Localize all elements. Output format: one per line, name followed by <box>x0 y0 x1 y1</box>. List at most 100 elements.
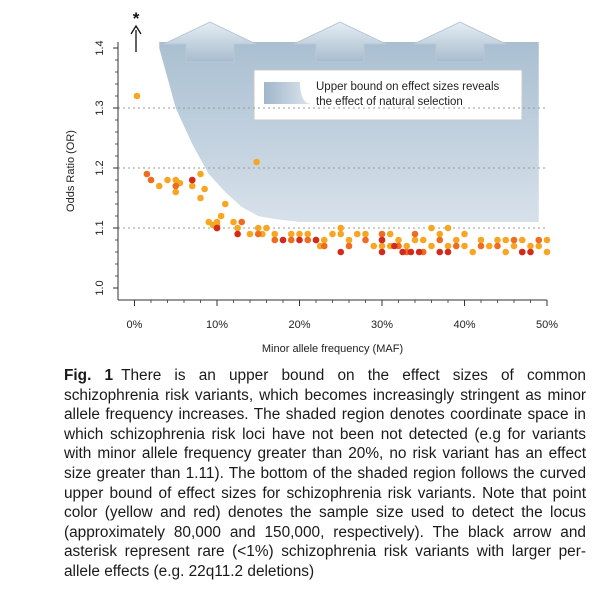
data-point-series-3 <box>337 248 345 256</box>
data-point-series-3 <box>444 248 452 256</box>
data-point-series-1 <box>253 158 260 166</box>
rare-variant-asterisk: * <box>133 9 140 28</box>
data-point-series-1 <box>428 242 435 250</box>
data-point-series-1 <box>197 194 204 202</box>
data-point-series-1 <box>197 170 204 178</box>
data-point-series-1 <box>329 230 336 238</box>
data-point-series-1 <box>419 236 427 244</box>
data-point-series-3 <box>188 176 196 184</box>
data-point-series-2 <box>238 218 246 226</box>
y-tick-label: 1.2 <box>94 160 106 175</box>
data-point-series-1 <box>287 230 295 238</box>
data-point-series-1 <box>469 248 477 256</box>
legend-text-line: Upper bound on effect sizes reveals <box>316 81 500 93</box>
data-point-series-1 <box>510 242 518 250</box>
caption-text: There is an upper bound on the effect si… <box>64 367 586 580</box>
data-point-series-1 <box>494 236 501 244</box>
data-point-series-1 <box>428 224 435 232</box>
data-point-series-2 <box>320 242 328 250</box>
data-point-series-1 <box>543 248 551 256</box>
data-point-series-3 <box>399 248 406 256</box>
x-tick-label: 50% <box>536 319 558 331</box>
data-point-series-1 <box>320 236 328 244</box>
data-point-series-3 <box>234 230 241 238</box>
data-point-series-3 <box>378 236 386 244</box>
data-point-series-1 <box>254 224 262 232</box>
data-point-series-1 <box>230 218 237 226</box>
data-point-series-3 <box>213 224 221 232</box>
data-point-series-3 <box>407 248 415 256</box>
data-point-series-1 <box>201 185 208 193</box>
data-point-series-3 <box>391 242 398 250</box>
data-point-series-1 <box>353 230 361 238</box>
data-point-series-2 <box>172 182 180 190</box>
data-point-series-1 <box>485 242 493 250</box>
data-point-series-3 <box>518 248 526 256</box>
data-point-series-2 <box>287 236 295 244</box>
x-tick-label: 10% <box>206 319 228 331</box>
data-point-series-1 <box>444 242 452 250</box>
figure-caption: Fig. 1 There is an upper bound on the eff… <box>64 366 586 582</box>
data-point-series-2 <box>378 230 386 238</box>
data-point-series-1 <box>518 236 526 244</box>
data-point-series-3 <box>415 248 423 256</box>
data-point-series-2 <box>345 242 353 250</box>
data-point-series-1 <box>395 236 402 244</box>
data-point-series-3 <box>296 236 303 244</box>
data-point-series-1 <box>461 242 468 250</box>
data-point-series-1 <box>444 224 452 232</box>
data-point-series-1 <box>527 242 534 250</box>
data-point-series-1 <box>502 248 510 256</box>
data-point-series-2 <box>304 236 312 244</box>
data-point-series-1 <box>263 224 270 232</box>
data-point-series-2 <box>411 230 419 238</box>
data-point-series-1 <box>370 242 378 250</box>
data-point-series-2 <box>271 236 279 244</box>
legend-text-line: the effect of natural selection <box>316 96 463 108</box>
data-point-series-2 <box>535 236 543 244</box>
data-point-series-1 <box>271 230 279 238</box>
data-point-series-1 <box>411 236 419 244</box>
data-point-series-1 <box>337 224 345 232</box>
selection-arrow-1 <box>163 21 257 63</box>
figure-label: Fig. 1 <box>64 367 114 384</box>
scatter-chart: Upper bound on effect sizes reveals the e… <box>65 9 558 355</box>
data-point-series-1 <box>296 230 303 238</box>
data-point-series-2 <box>254 230 262 238</box>
legend-swatch <box>264 82 312 104</box>
data-point-series-1 <box>436 230 444 238</box>
data-point-series-2 <box>494 242 501 250</box>
data-point-series-2 <box>147 176 155 184</box>
data-point-series-1 <box>133 92 141 100</box>
data-point-series-2 <box>143 170 151 178</box>
data-point-series-1 <box>304 230 312 238</box>
y-axis-title: Odds Ratio (OR) <box>65 130 77 212</box>
data-point-series-1 <box>246 230 254 238</box>
data-point-series-1 <box>337 230 345 238</box>
data-point-series-2 <box>362 236 369 244</box>
data-point-series-1 <box>452 236 460 244</box>
shaded-region <box>159 42 539 222</box>
x-tick-label: 20% <box>288 319 310 331</box>
y-tick-label: 1.4 <box>94 40 106 55</box>
data-point-series-1 <box>378 242 386 250</box>
x-tick-label: 40% <box>453 319 475 331</box>
selection-arrow-3 <box>413 21 507 63</box>
data-point-series-1 <box>535 242 543 250</box>
y-tick-label: 1.1 <box>94 220 106 235</box>
data-point-series-1 <box>234 224 241 232</box>
x-axis-title: Minor allele frequency (MAF) <box>262 343 403 355</box>
data-point-series-2 <box>477 242 485 250</box>
data-point-series-1 <box>502 236 510 244</box>
data-point-series-1 <box>172 188 180 196</box>
data-point-series-1 <box>461 230 468 238</box>
data-point-series-2 <box>452 242 460 250</box>
selection-arrow-2 <box>293 21 387 63</box>
data-point-series-3 <box>436 248 444 256</box>
data-point-series-1 <box>403 242 411 250</box>
figure: Upper bound on effect sizes reveals the e… <box>65 9 558 355</box>
data-point-series-2 <box>510 236 518 244</box>
data-point-series-1 <box>386 230 394 238</box>
data-point-series-1 <box>155 182 163 190</box>
data-point-series-3 <box>378 248 386 256</box>
